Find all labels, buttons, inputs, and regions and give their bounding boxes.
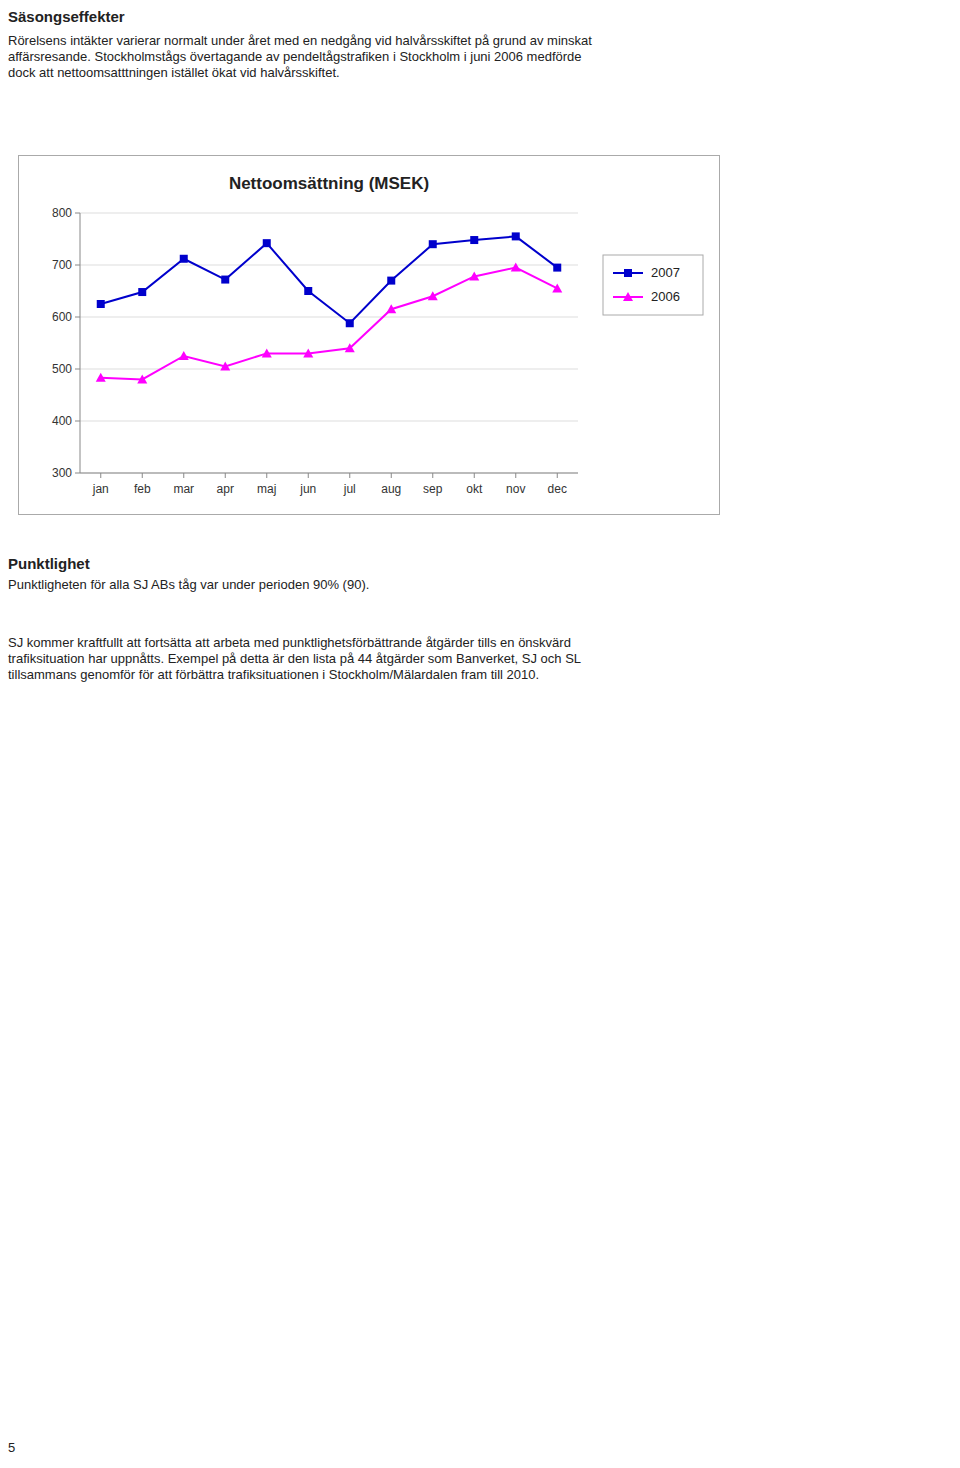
x-tick-label: sep bbox=[423, 482, 443, 496]
tick-mark bbox=[100, 473, 101, 478]
point bbox=[262, 348, 272, 357]
x-tick-label: aug bbox=[381, 482, 401, 496]
paragraph-line: dock att nettoomsatttningen istället öka… bbox=[8, 65, 340, 81]
tick-mark bbox=[75, 421, 80, 422]
legend-marker bbox=[623, 292, 633, 301]
tick-mark bbox=[515, 473, 516, 478]
paragraph-line: Punktligheten för alla SJ ABs tåg var un… bbox=[8, 577, 369, 593]
point bbox=[97, 300, 105, 308]
point bbox=[346, 319, 354, 327]
tick-mark bbox=[308, 473, 309, 478]
tick-mark bbox=[391, 473, 392, 478]
legend: 2007 2006 bbox=[603, 255, 703, 315]
tick-mark bbox=[75, 213, 80, 214]
legend-label: 2006 bbox=[651, 289, 680, 304]
chart-title: Nettoomsättning (MSEK) bbox=[229, 174, 429, 193]
y-axis bbox=[80, 213, 81, 473]
point bbox=[220, 361, 230, 370]
paragraph-line: trafiksituation har uppnåtts. Exempel på… bbox=[8, 651, 581, 667]
paragraph-line: SJ kommer kraftfullt att fortsätta att a… bbox=[8, 635, 571, 651]
tick-mark bbox=[75, 265, 80, 266]
paragraph-line: affärsresande. Stockholmstågs övertagand… bbox=[8, 49, 582, 65]
point bbox=[429, 240, 437, 248]
point bbox=[511, 263, 521, 272]
series-line bbox=[101, 268, 558, 380]
tick-mark bbox=[349, 473, 350, 478]
point bbox=[221, 276, 229, 284]
point bbox=[180, 255, 188, 263]
tick-mark bbox=[225, 473, 226, 478]
tick-mark bbox=[432, 473, 433, 478]
grid-line bbox=[80, 213, 578, 214]
x-tick-label: apr bbox=[217, 482, 234, 496]
x-tick-label: jul bbox=[343, 482, 356, 496]
chart: Nettoomsättning (MSEK) 300 400 500 600 700 800… bbox=[18, 155, 720, 515]
point bbox=[96, 373, 106, 382]
paragraph-line: tillsammans genomför för att förbättra t… bbox=[8, 667, 539, 683]
legend-marker bbox=[624, 269, 632, 277]
paragraph-line: Rörelsens intäkter varierar normalt unde… bbox=[8, 33, 592, 49]
x-tick-label: jan bbox=[92, 482, 109, 496]
point bbox=[303, 348, 313, 357]
point bbox=[138, 288, 146, 296]
y-tick-label: 500 bbox=[52, 362, 72, 376]
tick-mark bbox=[557, 473, 558, 478]
y-tick-label: 400 bbox=[52, 414, 72, 428]
point bbox=[179, 351, 189, 360]
tick-mark bbox=[474, 473, 475, 478]
point bbox=[263, 239, 271, 247]
heading: Säsongseffekter bbox=[8, 8, 125, 26]
point bbox=[137, 374, 147, 383]
legend-label: 2007 bbox=[651, 265, 680, 280]
x-tick-label: dec bbox=[548, 482, 567, 496]
point bbox=[470, 236, 478, 244]
point bbox=[428, 291, 438, 300]
tick-mark bbox=[266, 473, 267, 478]
x-tick-label: mar bbox=[173, 482, 194, 496]
tick-mark bbox=[75, 369, 80, 370]
x-tick-label: feb bbox=[134, 482, 151, 496]
grid-line bbox=[80, 317, 578, 318]
legend-frame bbox=[603, 255, 703, 315]
x-tick-label: okt bbox=[466, 482, 483, 496]
point bbox=[552, 283, 562, 292]
point bbox=[512, 232, 520, 240]
tick-mark bbox=[75, 473, 80, 474]
heading: Punktlighet bbox=[8, 555, 90, 573]
y-tick-label: 300 bbox=[52, 466, 72, 480]
grid-line bbox=[80, 473, 578, 474]
point bbox=[387, 277, 395, 285]
grid-line bbox=[80, 265, 578, 266]
x-axis bbox=[80, 473, 578, 474]
y-tick-label: 800 bbox=[52, 206, 72, 220]
series-line bbox=[101, 236, 558, 323]
point bbox=[553, 264, 561, 272]
point bbox=[386, 304, 396, 313]
y-tick-label: 700 bbox=[52, 258, 72, 272]
x-tick-label: jun bbox=[299, 482, 316, 496]
plot-area bbox=[96, 232, 563, 383]
point bbox=[345, 343, 355, 352]
tick-mark bbox=[75, 317, 80, 318]
tick-mark bbox=[183, 473, 184, 478]
x-tick-label: maj bbox=[257, 482, 276, 496]
chart-frame bbox=[19, 156, 720, 515]
x-tick-label: nov bbox=[506, 482, 525, 496]
point bbox=[469, 271, 479, 280]
tick-mark bbox=[142, 473, 143, 478]
page-number: 5 bbox=[8, 1440, 15, 1456]
grid-line bbox=[80, 369, 578, 370]
grid-line bbox=[80, 421, 578, 422]
point bbox=[304, 287, 312, 295]
y-tick-label: 600 bbox=[52, 310, 72, 324]
